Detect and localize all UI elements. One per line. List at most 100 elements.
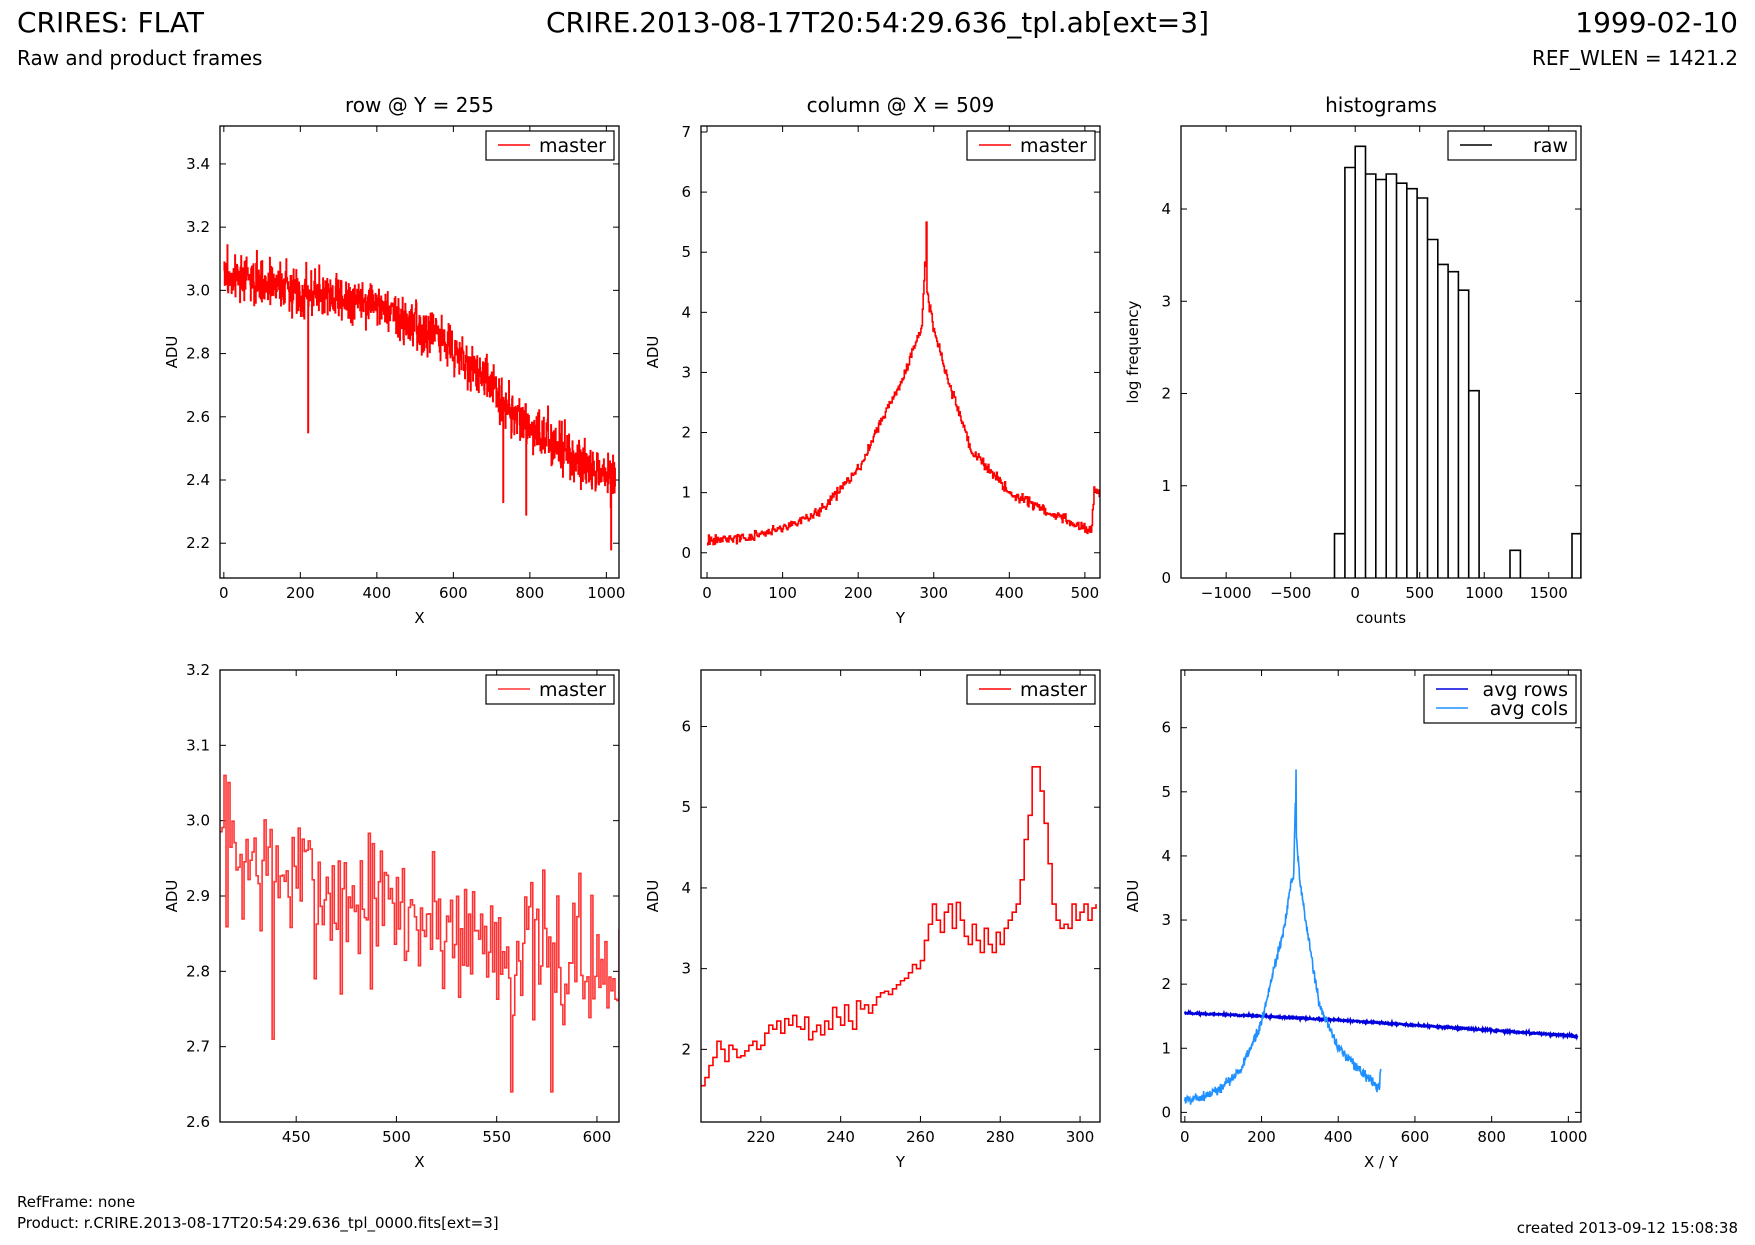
y-tick-label: 6: [1161, 719, 1171, 737]
x-tick-label: −500: [1270, 584, 1311, 602]
y-tick-label: 3.1: [186, 736, 210, 754]
y-tick-label: 1: [681, 484, 691, 502]
y-tick-label: 0: [1161, 569, 1171, 587]
y-tick-label: 2: [1161, 385, 1171, 403]
y-tick-label: 4: [681, 879, 691, 897]
y-tick-label: 3: [681, 960, 691, 978]
series-line-avg-rows: [1183, 1008, 1579, 1041]
y-tick-label: 2.8: [186, 962, 210, 980]
legend-box: [1423, 674, 1577, 724]
y-tick-label: 2.8: [186, 345, 210, 363]
chart-panel-5: Y ADU 220 240 260 280 300 2 3 4 5 6 master: [644, 669, 1101, 1171]
y-axis-label: ADU: [644, 880, 662, 913]
y-axis-label: ADU: [1124, 880, 1142, 913]
legend-label: master: [1020, 679, 1087, 701]
x-tick-label: 1000: [1465, 584, 1503, 602]
x-tick-label: 0: [702, 584, 712, 602]
series-line-master: [220, 774, 619, 1093]
legend-label: avg cols: [1490, 698, 1568, 720]
x-tick-label: 600: [1401, 1128, 1430, 1146]
chart-title: column @ X = 509: [807, 93, 995, 117]
product-label: Product: r.CRIRE.2013-08-17T20:54:29.636…: [17, 1214, 499, 1232]
x-axis-label: X / Y: [1364, 1153, 1399, 1171]
x-tick-label: 400: [363, 584, 392, 602]
plot-frame: [219, 669, 620, 1123]
y-tick-label: 4: [1161, 200, 1171, 218]
y-tick-label: 3: [1161, 911, 1171, 929]
plot-frame: [219, 125, 620, 579]
x-tick-label: 240: [826, 1128, 855, 1146]
y-tick-label: 3: [1161, 292, 1171, 310]
x-tick-label: 1000: [587, 584, 625, 602]
legend: master: [966, 130, 1096, 161]
x-tick-label: 550: [482, 1128, 511, 1146]
x-tick-label: 500: [1071, 584, 1100, 602]
y-tick-label: 3.2: [186, 218, 210, 236]
x-tick-label: 0: [219, 584, 229, 602]
x-tick-label: 260: [906, 1128, 935, 1146]
figure-title: CRIRES: FLAT: [17, 6, 204, 39]
y-tick-label: 2.4: [186, 471, 210, 489]
y-tick-label: 3.0: [186, 812, 210, 830]
y-tick-label: 7: [681, 123, 691, 141]
legend: raw: [1447, 130, 1577, 161]
plot-frame: [700, 669, 1101, 1123]
y-tick-label: 2: [681, 424, 691, 442]
legend-label: raw: [1533, 135, 1568, 157]
created-timestamp: created 2013-09-12 15:08:38: [1516, 1219, 1738, 1237]
legend-label: master: [539, 135, 606, 157]
chart-panel-4: X ADU 450 500 550 600 2.6 2.7 2.8 2.9 3.0 3.1 3.2 mas…: [163, 661, 620, 1171]
chart-title: histograms: [1325, 93, 1437, 117]
legend-label: master: [1020, 135, 1087, 157]
y-tick-label: 3.4: [186, 155, 210, 173]
ref-wlen-label: REF_WLEN = 1421.2: [1531, 46, 1738, 70]
x-tick-label: 800: [516, 584, 545, 602]
series-line-master: [707, 221, 1100, 546]
legend: master: [485, 674, 615, 705]
y-tick-label: 3: [681, 363, 691, 381]
x-axis-label: X: [414, 609, 424, 627]
x-tick-label: 100: [768, 584, 797, 602]
x-tick-label: 1000: [1549, 1128, 1587, 1146]
x-axis-label: Y: [895, 609, 906, 627]
legend-box: [485, 130, 615, 161]
figure-subtitle: Raw and product frames: [17, 46, 263, 70]
y-tick-label: 1: [1161, 477, 1171, 495]
legend: master: [485, 130, 615, 161]
y-tick-label: 2.9: [186, 887, 210, 905]
x-tick-label: 400: [995, 584, 1024, 602]
x-tick-label: 500: [382, 1128, 411, 1146]
y-tick-label: 0: [1161, 1103, 1171, 1121]
y-tick-label: 2.6: [186, 1113, 210, 1131]
legend-label: master: [539, 679, 606, 701]
x-tick-label: 200: [286, 584, 315, 602]
y-axis-label: log frequency: [1124, 300, 1142, 403]
legend: master: [966, 674, 1096, 705]
x-tick-label: −1000: [1201, 584, 1252, 602]
x-tick-label: 1500: [1530, 584, 1568, 602]
y-tick-label: 5: [681, 243, 691, 261]
chart-panel-3: histograms counts log frequency −1000 −500 0 5…: [1124, 93, 1582, 627]
y-tick-label: 2.2: [186, 534, 210, 552]
y-tick-label: 3.2: [186, 661, 210, 679]
series-line-master: [223, 244, 616, 551]
y-tick-label: 4: [1161, 847, 1171, 865]
y-tick-label: 2.6: [186, 408, 210, 426]
chart-panel-2: column @ X = 509 Y ADU 0 100 200 300 400 500 0 1 2 3…: [644, 93, 1101, 627]
y-tick-label: 1: [1161, 1039, 1171, 1057]
y-tick-label: 2: [681, 1040, 691, 1058]
x-tick-label: 300: [1066, 1128, 1095, 1146]
y-tick-label: 2: [1161, 975, 1171, 993]
y-tick-label: 6: [681, 183, 691, 201]
y-tick-label: 0: [681, 544, 691, 562]
y-axis-label: ADU: [644, 336, 662, 369]
plot-frame: [1180, 669, 1582, 1123]
y-tick-label: 5: [681, 798, 691, 816]
y-tick-label: 4: [681, 303, 691, 321]
chart-panel-6: X / Y ADU 0 200 400 600 800 1000 0 1 2 3 4 5 6 avg rows…: [1124, 669, 1587, 1171]
x-tick-label: 800: [1477, 1128, 1506, 1146]
y-axis-label: ADU: [163, 336, 181, 369]
series-line-master: [701, 766, 1097, 1087]
